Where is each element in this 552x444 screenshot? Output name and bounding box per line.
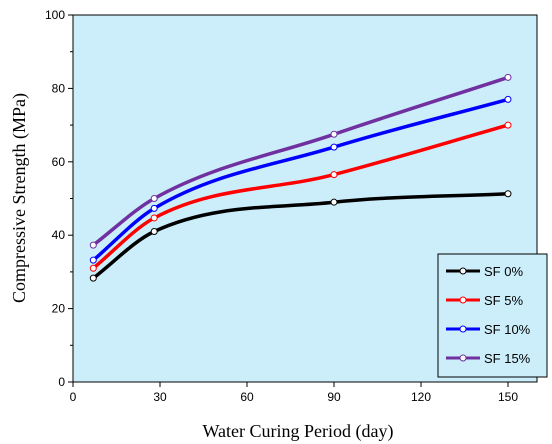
y-tick-label: 20	[52, 302, 66, 316]
data-point	[150, 204, 158, 212]
series-line	[92, 97, 509, 262]
data-point	[89, 241, 97, 249]
y-tick-label: 0	[58, 375, 65, 389]
data-point	[150, 214, 158, 222]
y-tick-label: 100	[45, 8, 65, 22]
y-tick-label: 40	[52, 228, 66, 242]
legend-marker	[459, 354, 467, 362]
data-point	[150, 195, 158, 202]
data-point	[504, 73, 512, 81]
series-line	[92, 123, 509, 270]
x-tick-label: 0	[70, 390, 77, 404]
data-point	[330, 143, 338, 151]
legend-label: SF 10%	[484, 322, 531, 337]
legend-label: SF 5%	[484, 293, 523, 308]
data-point	[150, 228, 158, 236]
legend-label: SF 0%	[484, 264, 523, 279]
series-sf-15-	[89, 73, 512, 249]
x-tick-label: 30	[153, 390, 167, 404]
x-tick-label: 150	[498, 390, 518, 404]
data-point	[89, 256, 97, 264]
legend-marker	[459, 296, 467, 304]
data-point	[330, 130, 338, 138]
legend-marker	[459, 267, 467, 275]
data-point	[89, 274, 97, 282]
y-tick-label: 80	[52, 81, 66, 95]
series-sf-0-	[89, 190, 512, 282]
series-sf-5-	[89, 121, 512, 272]
data-point	[504, 95, 512, 103]
x-tick-label: 60	[240, 390, 254, 404]
series-line	[92, 191, 509, 280]
legend-label: SF 15%	[484, 351, 531, 366]
x-tick-label: 90	[327, 390, 341, 404]
legend-marker	[459, 325, 467, 333]
y-tick-label: 60	[52, 155, 66, 169]
legend: SF 0% SF 5% SF 10% SF 15%	[437, 253, 548, 378]
data-point	[330, 198, 338, 206]
series-sf-10-	[89, 95, 512, 264]
data-point	[330, 171, 338, 179]
x-axis-title: Water Curing Period (day)	[203, 421, 394, 442]
series-line	[92, 75, 509, 247]
y-axis-title: Compressive Strength (MPa)	[9, 93, 30, 303]
data-point	[504, 121, 512, 129]
data-point	[89, 264, 97, 272]
data-point	[504, 190, 512, 198]
x-tick-label: 120	[411, 390, 431, 404]
